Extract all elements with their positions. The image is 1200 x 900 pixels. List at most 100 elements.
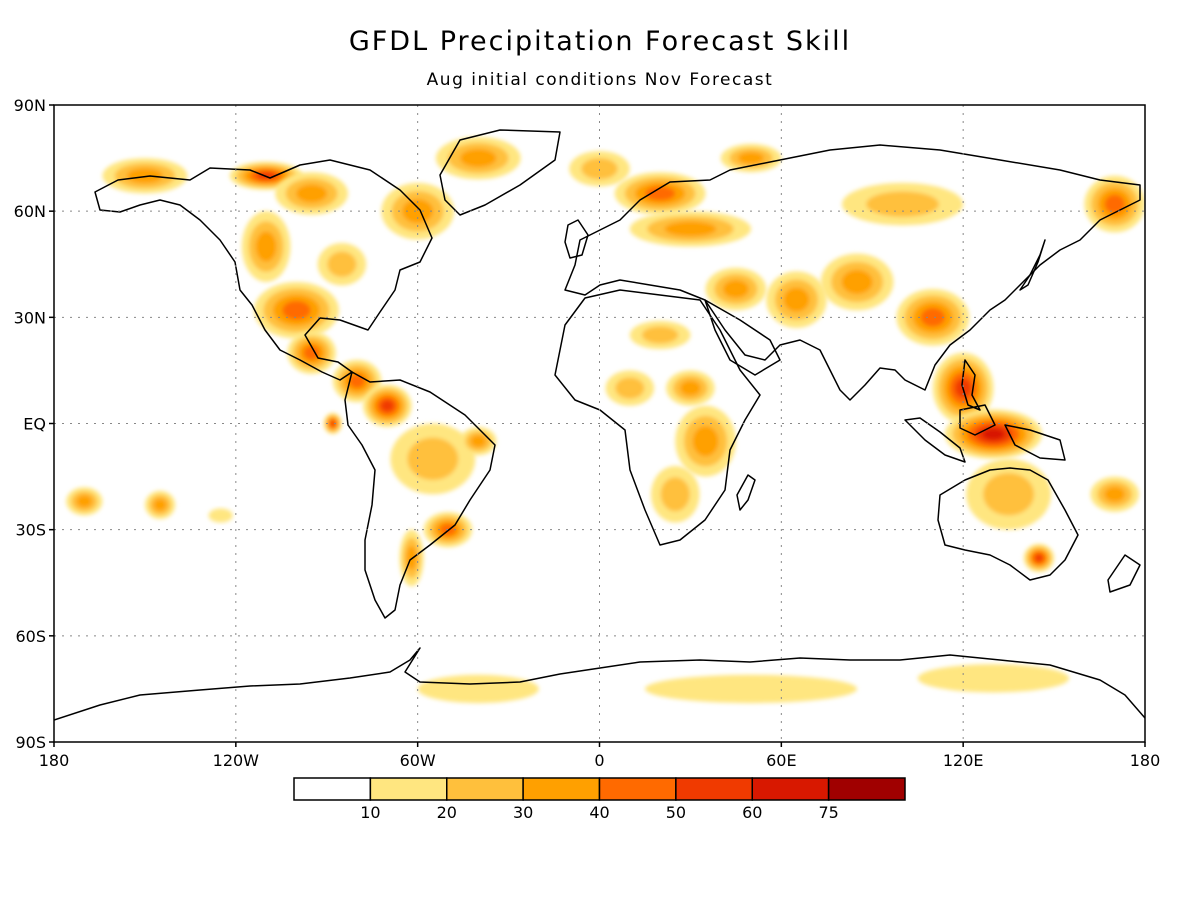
coastline-indonesia [904,404,1066,463]
coastline-british-isles [564,219,589,259]
colorbar-swatch [369,777,448,801]
skill-contour [208,508,233,523]
skill-contour [644,186,676,201]
coastline-eurasia [564,144,1141,401]
skill-region [208,508,233,523]
coastline-japan [1019,239,1046,291]
skill-contour [581,158,618,180]
skill-contour [296,184,328,203]
skill-region [966,458,1052,530]
coastline-south-america [344,371,496,619]
skill-contour [153,498,167,511]
skill-region [569,151,630,187]
skill-contour [402,199,434,224]
skill-contour [917,664,1070,693]
colorbar-swatch [293,777,372,801]
skill-contour [303,345,320,360]
skill-contour [1034,554,1044,562]
skill-region [102,158,188,194]
skill-region [323,412,342,435]
colorbar-label: 75 [818,803,838,822]
skill-contour [738,152,765,165]
skill-region [460,427,497,456]
skill-contour [1104,486,1126,502]
skill-region [381,182,455,240]
axis-ticks [49,104,1146,747]
coastline-madagascar [736,474,756,511]
skill-region [317,243,367,286]
lat-label: 90S [15,733,46,752]
skill-contour [615,377,645,399]
skill-contour [664,221,717,237]
lat-label: EQ [23,415,46,434]
skill-region [363,384,412,428]
lon-label: 60W [400,751,436,770]
skill-contour [692,426,719,457]
colorbar-swatch [522,777,601,801]
skill-region [254,281,339,339]
colorbar-label: 20 [437,803,457,822]
skill-contour [982,428,1005,440]
skill-region [390,423,476,495]
map-title: GFDL Precipitation Forecast Skill [348,26,852,57]
coastline-greenland [439,129,561,216]
skill-region [629,211,752,247]
skill-region [287,331,336,374]
lon-label: 120E [943,751,984,770]
lat-label: 60S [15,627,46,646]
skill-region [1084,175,1145,233]
skill-region [417,674,539,704]
skill-contour [660,477,690,512]
skill-region [1090,476,1139,512]
lon-label: 60E [766,751,796,770]
skill-contour [920,307,945,327]
lat-label: 30N [14,308,46,327]
coastline-north-america [94,159,433,381]
skill-contour [380,400,394,412]
lon-label: 180 [1130,751,1161,770]
skill-region [241,211,291,282]
skill-contour [327,251,357,277]
lat-label: 60N [14,202,46,221]
colorbar-swatch [751,777,830,801]
skill-region [644,674,858,704]
colorbar-swatch [598,777,677,801]
lat-label: 30S [15,521,46,540]
skill-shading [66,136,1145,704]
skill-region [675,405,736,477]
lat-label: 90N [14,96,46,115]
skill-contour [722,279,749,299]
graticule [54,105,1145,742]
skill-contour [76,495,93,508]
skill-contour [330,420,336,427]
skill-region [66,487,103,516]
colorbar-swatch [827,777,906,801]
skill-region [917,664,1070,693]
skill-contour [680,380,701,396]
skill-region [144,490,176,520]
colorbar-label: 40 [589,803,609,822]
coastline-africa [554,289,761,546]
skill-region [705,267,767,311]
map-subtitle: Aug initial conditions Nov Forecast [426,70,774,90]
coastlines [54,129,1145,721]
coastline-new-zealand [1107,554,1141,593]
skill-contour [783,287,810,312]
colorbar-swatch [675,777,753,801]
skill-region [666,370,715,406]
skill-region [614,172,706,215]
skill-region [275,172,348,215]
skill-region [896,289,970,346]
coastline-arabia [704,299,781,376]
skill-contour [460,148,497,168]
lon-label: 0 [594,751,604,770]
skill-contour [841,269,873,295]
skill-region [766,271,827,328]
skill-region [820,253,894,311]
colorbar-label: 50 [666,803,686,822]
skill-contour [644,674,858,704]
skill-contour [255,231,277,262]
skill-contour [407,437,459,481]
